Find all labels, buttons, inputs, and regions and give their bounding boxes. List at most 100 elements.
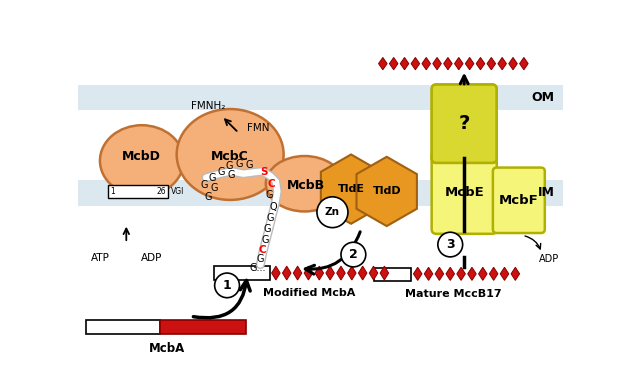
- Text: ?: ?: [458, 114, 470, 133]
- Bar: [78, 85, 563, 110]
- Polygon shape: [369, 266, 377, 280]
- Bar: [108, 185, 168, 198]
- FancyBboxPatch shape: [432, 151, 497, 234]
- Polygon shape: [272, 266, 280, 280]
- Polygon shape: [476, 58, 485, 70]
- Polygon shape: [315, 266, 324, 280]
- Bar: [86, 320, 160, 334]
- Polygon shape: [468, 267, 476, 280]
- Polygon shape: [304, 266, 313, 280]
- Polygon shape: [422, 58, 431, 70]
- Text: Zn: Zn: [325, 207, 340, 217]
- Circle shape: [317, 197, 348, 228]
- Polygon shape: [359, 266, 367, 280]
- Polygon shape: [457, 267, 465, 280]
- Text: VGI: VGI: [172, 187, 185, 196]
- Text: S: S: [260, 167, 268, 177]
- Text: FMNH₂: FMNH₂: [192, 101, 225, 110]
- Text: G: G: [257, 254, 264, 264]
- Text: G: G: [208, 173, 216, 182]
- Polygon shape: [400, 58, 409, 70]
- Text: G: G: [210, 183, 218, 193]
- Text: G: G: [201, 180, 208, 190]
- Text: McbD: McbD: [122, 150, 162, 163]
- Polygon shape: [478, 267, 487, 280]
- Text: 26: 26: [156, 187, 166, 196]
- Text: Modified McbA: Modified McbA: [263, 288, 356, 298]
- Bar: [374, 268, 411, 281]
- Ellipse shape: [177, 109, 284, 200]
- Polygon shape: [465, 58, 474, 70]
- Text: FMN: FMN: [247, 123, 270, 133]
- Polygon shape: [520, 58, 528, 70]
- FancyBboxPatch shape: [493, 168, 545, 233]
- Text: McbE: McbE: [444, 186, 484, 199]
- Text: G: G: [228, 170, 235, 180]
- Polygon shape: [321, 154, 381, 224]
- Polygon shape: [294, 266, 302, 280]
- Text: G: G: [264, 224, 271, 234]
- Text: TldD: TldD: [372, 186, 401, 196]
- FancyArrowPatch shape: [305, 232, 360, 274]
- Polygon shape: [326, 266, 334, 280]
- FancyBboxPatch shape: [432, 84, 497, 163]
- Ellipse shape: [100, 125, 183, 196]
- Text: McbC: McbC: [211, 150, 249, 163]
- Text: Mature MccB17: Mature MccB17: [405, 289, 501, 299]
- Text: ADP: ADP: [540, 254, 560, 264]
- Text: ?: ?: [524, 223, 531, 237]
- Text: G: G: [246, 160, 254, 170]
- Text: 1: 1: [110, 187, 115, 196]
- Text: C: C: [259, 245, 267, 255]
- Polygon shape: [282, 266, 291, 280]
- Text: G: G: [225, 161, 233, 171]
- Text: Q: Q: [270, 202, 277, 212]
- Circle shape: [341, 242, 366, 267]
- Ellipse shape: [266, 156, 343, 212]
- Text: G: G: [265, 190, 273, 200]
- Circle shape: [438, 232, 463, 257]
- Polygon shape: [435, 267, 444, 280]
- Bar: [214, 266, 270, 280]
- Polygon shape: [446, 267, 454, 280]
- Bar: [160, 320, 247, 334]
- Text: G: G: [205, 192, 212, 202]
- FancyArrowPatch shape: [525, 236, 541, 249]
- Polygon shape: [444, 58, 452, 70]
- Text: 1: 1: [223, 279, 232, 292]
- Polygon shape: [511, 267, 520, 280]
- Text: G: G: [261, 235, 269, 245]
- Polygon shape: [411, 58, 419, 70]
- Text: 3: 3: [446, 238, 454, 251]
- Polygon shape: [509, 58, 517, 70]
- Polygon shape: [380, 266, 389, 280]
- Text: OM: OM: [532, 91, 555, 104]
- Polygon shape: [379, 58, 387, 70]
- Text: IM: IM: [538, 186, 555, 200]
- Text: ATP: ATP: [500, 224, 517, 234]
- Polygon shape: [500, 267, 509, 280]
- Circle shape: [215, 273, 240, 298]
- Text: C: C: [267, 179, 275, 189]
- Text: McbB: McbB: [287, 179, 325, 192]
- Polygon shape: [498, 58, 506, 70]
- Text: 2: 2: [349, 248, 357, 261]
- Polygon shape: [424, 267, 433, 280]
- Bar: [78, 180, 563, 206]
- Polygon shape: [433, 58, 441, 70]
- Polygon shape: [413, 267, 422, 280]
- Text: G: G: [236, 159, 243, 170]
- Polygon shape: [389, 58, 398, 70]
- Text: McbF: McbF: [499, 194, 539, 207]
- Text: ATP: ATP: [91, 253, 110, 263]
- Text: G: G: [218, 167, 225, 177]
- Text: G: G: [267, 213, 274, 223]
- Polygon shape: [487, 58, 496, 70]
- Polygon shape: [347, 266, 356, 280]
- Text: ADP: ADP: [141, 253, 163, 263]
- Text: G...: G...: [250, 263, 266, 273]
- FancyArrowPatch shape: [193, 280, 250, 318]
- Polygon shape: [356, 157, 417, 226]
- Polygon shape: [337, 266, 345, 280]
- Polygon shape: [454, 58, 463, 70]
